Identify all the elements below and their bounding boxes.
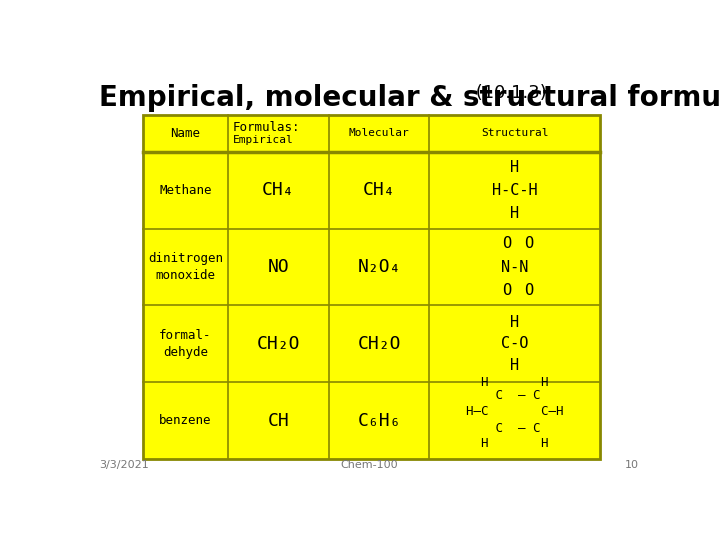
Text: H–C       C–H: H–C C–H: [466, 405, 564, 418]
Text: N₂O₄: N₂O₄: [357, 258, 401, 276]
Text: C₆H₆: C₆H₆: [357, 411, 401, 430]
Text: Formulas:: Formulas:: [233, 122, 300, 134]
Text: H       H: H H: [481, 376, 549, 389]
Text: benzene: benzene: [159, 414, 212, 427]
Text: C  – C: C – C: [488, 422, 541, 435]
Text: Methane: Methane: [159, 184, 212, 197]
Text: 3/3/2021: 3/3/2021: [99, 460, 149, 470]
Bar: [143, 115, 600, 459]
Text: O: O: [524, 237, 534, 252]
Text: O: O: [503, 237, 511, 252]
Text: NO: NO: [267, 258, 289, 276]
Text: dinitrogen
monoxide: dinitrogen monoxide: [148, 252, 222, 282]
Text: Empirical, molecular & structural formulas: Empirical, molecular & structural formul…: [99, 84, 720, 112]
Text: H       H: H H: [481, 437, 549, 450]
Text: Structural: Structural: [481, 129, 549, 138]
Text: CH₄: CH₄: [363, 181, 395, 199]
Text: H: H: [510, 315, 519, 330]
Text: H-C-H: H-C-H: [492, 183, 538, 198]
Text: H: H: [510, 206, 519, 221]
Text: Name: Name: [171, 127, 200, 140]
Text: CH₄: CH₄: [262, 181, 294, 199]
Text: Chem-100: Chem-100: [340, 460, 398, 470]
Text: CH₂O: CH₂O: [256, 335, 300, 353]
Text: formal-
dehyde: formal- dehyde: [159, 329, 212, 359]
Text: Empirical: Empirical: [233, 135, 293, 145]
Text: C-O: C-O: [501, 336, 528, 352]
Text: O: O: [524, 282, 534, 298]
Text: N-N: N-N: [501, 260, 528, 274]
Text: H: H: [510, 160, 519, 174]
Text: CH: CH: [267, 411, 289, 430]
Text: C  – C: C – C: [488, 389, 541, 402]
Text: CH₂O: CH₂O: [357, 335, 401, 353]
Text: (10.1.3): (10.1.3): [469, 84, 546, 102]
Text: O: O: [503, 282, 511, 298]
Text: Molecular: Molecular: [348, 129, 410, 138]
Text: H: H: [510, 358, 519, 373]
Text: 10: 10: [625, 460, 639, 470]
